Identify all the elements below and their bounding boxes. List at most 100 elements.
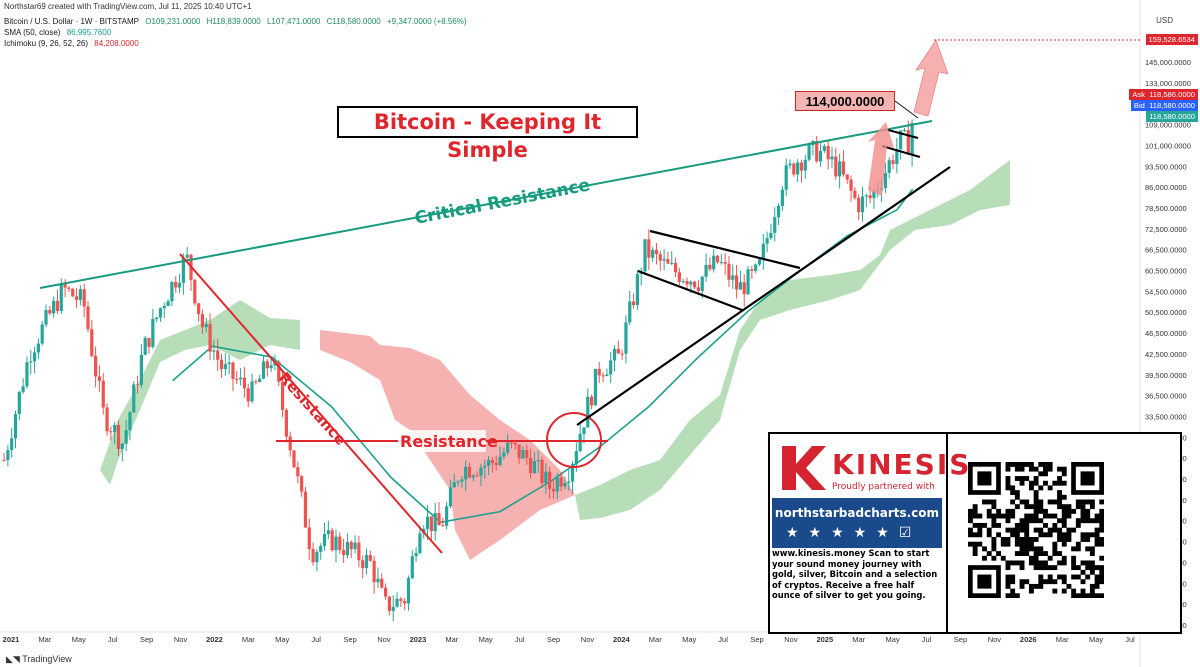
candle-body [74, 296, 79, 300]
candle-body [834, 156, 838, 177]
qr-module [977, 513, 983, 519]
candle-body [258, 378, 262, 382]
flagpole-arrow [868, 122, 894, 196]
candle-body [582, 427, 586, 435]
candle-body [239, 377, 243, 380]
candle-body [185, 254, 189, 258]
candle-body [498, 456, 502, 466]
y-tick-label: 50,500.0000 [1145, 308, 1187, 317]
qr-module [1043, 462, 1048, 467]
candle-body [494, 463, 498, 466]
candle-body [559, 477, 563, 487]
candle-body [719, 262, 723, 264]
candle-body [97, 376, 102, 381]
candle-body [288, 436, 292, 451]
qr-module [1010, 485, 1016, 491]
qr-module [1089, 583, 1095, 589]
qr-module [991, 555, 997, 561]
candle-body [280, 381, 285, 410]
candle-body [799, 162, 804, 171]
candle-body [277, 361, 281, 382]
qr-module [1085, 508, 1091, 514]
candle-body [90, 329, 94, 356]
currency-label[interactable]: USD [1156, 16, 1173, 25]
candle-body [563, 482, 567, 487]
qr-module [1028, 485, 1034, 491]
qr-module [1010, 588, 1016, 594]
qr-module [1061, 494, 1067, 500]
flag-lower-line [881, 145, 921, 158]
qr-module [1038, 499, 1044, 505]
qr-module [1038, 583, 1044, 589]
candle-body [521, 450, 525, 459]
qr-module [1075, 541, 1081, 547]
x-tick-label: Sep [954, 635, 967, 644]
candle-body [849, 179, 853, 191]
candle-body [616, 348, 620, 354]
kinesis-brand: KINESIS [832, 448, 972, 481]
qr-module [982, 546, 987, 552]
qr-module [1019, 527, 1025, 533]
qr-module [1038, 574, 1044, 580]
candle-body [261, 361, 266, 379]
qr-module [1066, 583, 1072, 589]
qr-module [1005, 565, 1011, 571]
candle-body [822, 146, 826, 151]
candle-body [135, 384, 140, 386]
qr-module [1019, 546, 1025, 552]
candle-body [307, 527, 311, 550]
candle-body [36, 343, 40, 353]
target-label-pointer [894, 100, 919, 119]
qr-module [1075, 499, 1081, 505]
candle-body [700, 276, 704, 291]
qr-module [1000, 537, 1006, 542]
indicator-ichimoku[interactable]: Ichimoku (9, 26, 52, 26) 84,208.0000 [4, 39, 143, 48]
qr-module [1071, 508, 1077, 514]
kinesis-ad-panel[interactable]: KINESIS Proudly partnered with northstar… [768, 432, 1182, 634]
qr-module [996, 513, 1002, 519]
qr-module [1075, 504, 1081, 510]
symbol-name[interactable]: Bitcoin / U.S. Dollar · 1W · BITSTAMP [4, 17, 139, 26]
candle-body [666, 259, 670, 264]
qr-module [977, 532, 983, 538]
qr-module [968, 513, 973, 519]
candle-body [479, 467, 483, 476]
qr-module [1052, 579, 1058, 585]
chart-title-annotation[interactable]: Bitcoin - Keeping It Simple [337, 106, 638, 162]
qr-module [1085, 565, 1091, 571]
candle-body [48, 309, 52, 314]
candle-body [704, 264, 708, 277]
candle-body [425, 516, 430, 529]
candle-body [467, 466, 472, 478]
qr-module [1033, 565, 1039, 571]
qr-module [1089, 532, 1095, 538]
qr-module [1061, 513, 1067, 519]
ohlc-open: O109,231.0000 [145, 17, 201, 26]
qr-module [1038, 462, 1044, 467]
y-tick-label: 42,500.0000 [1145, 350, 1187, 359]
qr-module [968, 527, 973, 533]
qr-finder-core [1080, 471, 1095, 486]
ichimoku-label: Ichimoku (9, 26, 52, 26) [4, 39, 89, 48]
candle-body [395, 598, 399, 607]
tradingview-brand[interactable]: ◣◥ TradingView [6, 654, 72, 665]
target-price-label[interactable]: 114,000.0000 [795, 91, 895, 111]
qr-module [1024, 504, 1030, 510]
candle-body [773, 217, 777, 233]
qr-code-icon[interactable] [968, 462, 1104, 598]
candle-body [71, 288, 75, 297]
qr-module [1033, 513, 1039, 519]
candle-body [383, 587, 388, 597]
qr-module [1038, 560, 1044, 566]
candle-body [906, 130, 910, 155]
qr-module [1000, 513, 1006, 519]
indicator-sma[interactable]: SMA (50, close) 86,995.7600 [4, 28, 115, 37]
candle-body [445, 506, 449, 526]
y-tick-label: 72,500.0000 [1145, 225, 1187, 234]
x-tick-label: 2021 [3, 635, 20, 644]
qr-module [1033, 546, 1039, 552]
qr-module [1010, 508, 1016, 514]
qr-module [1047, 555, 1053, 561]
candle-body [677, 272, 681, 282]
qr-module [1094, 541, 1100, 547]
